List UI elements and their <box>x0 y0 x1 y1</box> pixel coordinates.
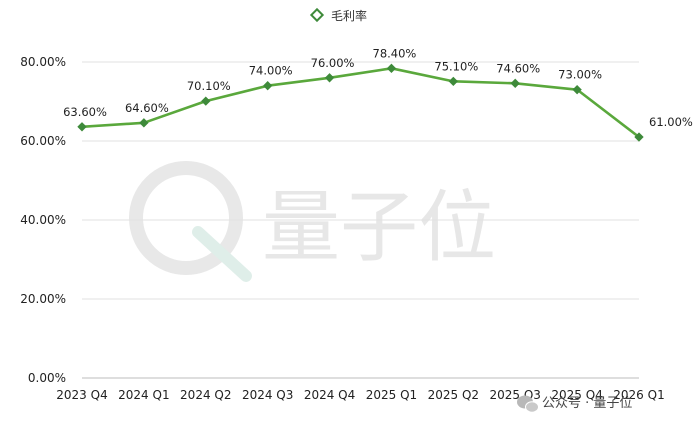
x-tick-label: 2025 Q1 <box>366 388 417 402</box>
watermark: 量子位 <box>129 161 496 282</box>
data-point-marker <box>386 63 397 73</box>
y-tick-label: 20.00% <box>20 292 66 306</box>
quantumbit-logo-icon <box>129 161 252 282</box>
y-tick-label: 80.00% <box>20 55 66 69</box>
series-line <box>81 67 640 139</box>
data-point-marker <box>201 96 211 106</box>
x-tick-label: 2024 Q2 <box>180 388 231 402</box>
data-point-marker <box>77 122 87 132</box>
watermark-text: 量子位 <box>262 183 496 273</box>
y-tick-label: 40.00% <box>20 213 66 227</box>
wechat-icon <box>517 395 539 413</box>
x-tick-label: 2025 Q3 <box>490 388 541 402</box>
footer-source: 公众号 · 量子位 <box>517 395 632 413</box>
legend-marker-icon <box>309 7 325 23</box>
data-label: 73.00% <box>558 68 602 82</box>
data-label: 78.40% <box>373 46 417 60</box>
legend-label: 毛利率 <box>331 8 367 23</box>
gridlines <box>82 61 639 379</box>
x-tick-label: 2025 Q2 <box>428 388 479 402</box>
data-label: 76.00% <box>311 56 355 70</box>
data-label: 61.00% <box>649 115 693 129</box>
data-label: 64.60% <box>125 101 169 115</box>
x-tick-label: 2024 Q3 <box>242 388 293 402</box>
y-tick-label: 0.00% <box>28 371 66 385</box>
legend: 毛利率 <box>309 7 367 23</box>
x-tick-label: 2024 Q4 <box>304 388 355 402</box>
data-point-marker <box>139 118 149 128</box>
data-label: 74.60% <box>496 61 540 75</box>
data-point-marker <box>262 81 273 91</box>
y-axis: 0.00% 20.00% 40.00% 60.00% 80.00% <box>20 55 66 385</box>
series-gross-margin: 63.60% 64.60% 70.10% 74.00% 76.00% 78.40% 75.1… <box>63 46 693 142</box>
y-tick-label: 60.00% <box>20 134 66 148</box>
x-tick-label: 2025 Q4 <box>551 388 602 402</box>
data-label: 70.10% <box>187 79 231 93</box>
x-tick-label: 2023 Q4 <box>56 388 107 402</box>
footer-text: 公众号 · 量子位 <box>542 396 632 411</box>
data-point-marker <box>510 78 520 88</box>
data-label: 75.10% <box>434 59 478 73</box>
x-tick-label: 2026 Q1 <box>613 388 664 402</box>
data-label: 74.00% <box>249 64 293 78</box>
data-label: 63.60% <box>63 105 107 119</box>
data-point-marker <box>572 84 582 95</box>
data-point-marker <box>634 132 644 142</box>
data-point-marker <box>448 76 459 87</box>
x-axis: 2023 Q4 2024 Q1 2024 Q2 2024 Q3 2024 Q4 2025 … <box>56 388 664 402</box>
data-point-marker <box>324 73 335 83</box>
x-tick-label: 2024 Q1 <box>118 388 169 402</box>
